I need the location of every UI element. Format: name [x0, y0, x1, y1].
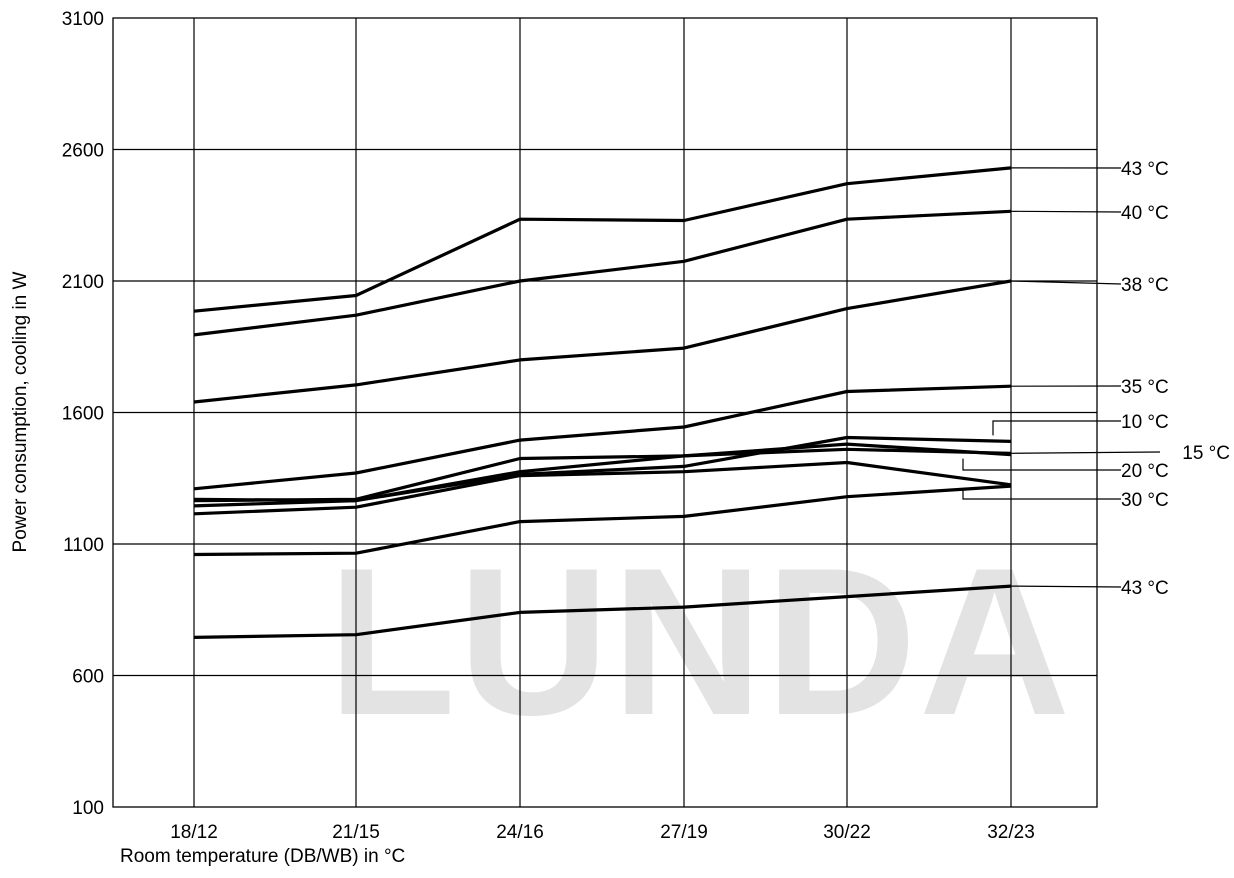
- x-tick-label: 21/15: [332, 822, 380, 843]
- series-line: [193, 584, 1012, 639]
- x-tick-label: 27/19: [660, 822, 708, 843]
- y-tick-label: 600: [72, 667, 104, 688]
- series-leader-line: [1010, 210, 1122, 213]
- plot-frame: [112, 17, 1098, 808]
- y-tick-label: 2600: [62, 141, 104, 162]
- series-line: [193, 166, 1012, 313]
- series-label: 43 °C: [1121, 578, 1169, 599]
- x-axis-ticks: 18/12 21/15 24/16 27/19 30/22 32/23: [170, 822, 1035, 843]
- series-label: 38 °C: [1121, 275, 1169, 296]
- series-label: 35 °C: [1121, 377, 1169, 398]
- y-axis-label: Power consumption, cooling in W: [10, 271, 31, 552]
- series-line: [193, 484, 1012, 557]
- series-line: [193, 384, 1012, 491]
- series-label: 30 °C: [1121, 490, 1169, 511]
- series-line: [193, 442, 1012, 508]
- series-line: [193, 279, 1012, 404]
- y-tick-label: 2100: [62, 272, 104, 293]
- watermark-logo: LUNDA: [328, 524, 1073, 759]
- grid-lines: [113, 18, 1097, 807]
- series-leader-line: [1010, 451, 1161, 454]
- x-tick-label: 24/16: [496, 822, 544, 843]
- series-label: 40 °C: [1121, 203, 1169, 224]
- y-tick-label: 100: [72, 798, 104, 819]
- y-tick-label: 1600: [62, 404, 104, 425]
- series-leader-line: [1010, 585, 1122, 588]
- x-tick-label: 32/23: [987, 822, 1035, 843]
- series-label: 43 °C: [1121, 159, 1169, 180]
- series-line: [193, 447, 1012, 503]
- series-line: [193, 209, 1012, 337]
- series-leader-line: [962, 488, 1121, 500]
- x-tick-label: 18/12: [170, 822, 218, 843]
- series-lines: [193, 166, 1012, 639]
- x-tick-label: 30/22: [823, 822, 871, 843]
- series-leader-line: [1010, 280, 1122, 285]
- y-tick-label: 3100: [62, 9, 104, 30]
- series-label: 10 °C: [1121, 412, 1169, 433]
- y-axis-ticks: 100 600 1100 1600 2100 2600 3100: [62, 9, 104, 819]
- series-leader-line: [962, 458, 1121, 471]
- y-tick-label: 1100: [63, 535, 104, 556]
- series-line: [193, 460, 1012, 516]
- series-label: 20 °C: [1121, 461, 1169, 482]
- series-leader-line: [992, 420, 1121, 436]
- x-axis-label: Room temperature (DB/WB) in °C: [120, 846, 405, 867]
- series-labels: 43 °C 40 °C 38 °C 35 °C 10 °C 15 °C 20 °C 30 °C…: [962, 159, 1230, 599]
- series-label: 15 °C: [1182, 443, 1230, 464]
